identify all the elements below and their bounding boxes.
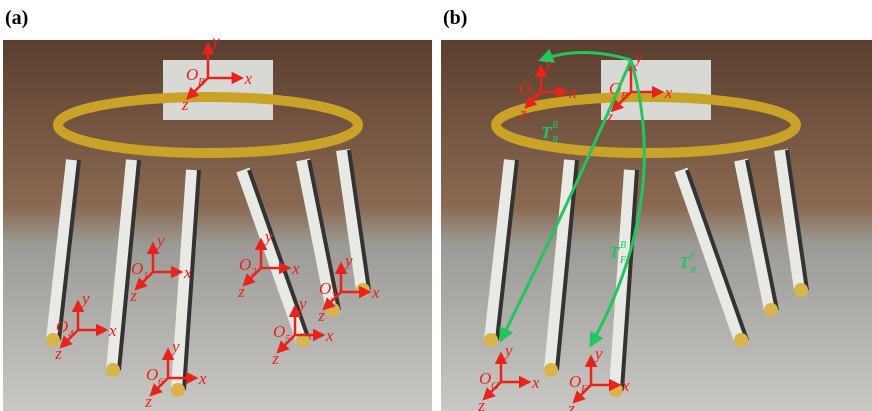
axis-label: y xyxy=(503,341,513,360)
transform-sub: R xyxy=(689,265,696,276)
origin-label: O xyxy=(239,255,251,274)
robot-box xyxy=(163,60,273,120)
robot-foot xyxy=(734,333,748,347)
axis-label: x xyxy=(244,69,253,88)
axis-label: x xyxy=(371,283,380,302)
transform-sub: F xyxy=(619,255,627,266)
axis-label: y xyxy=(593,344,603,363)
origin-label: O xyxy=(273,322,285,341)
origin-subscript: 6 xyxy=(158,376,164,388)
transform-sup: B xyxy=(620,240,626,251)
origin-label: O xyxy=(319,279,331,298)
robot-foot xyxy=(106,363,120,377)
robot-foot xyxy=(484,333,498,347)
origin-label: O xyxy=(56,317,68,336)
origin-subscript: 5 xyxy=(285,333,291,345)
transform-symbol: T xyxy=(679,253,690,272)
axis-label: z xyxy=(477,396,485,411)
origin-subscript: B xyxy=(198,76,205,88)
robot-foot xyxy=(794,283,808,297)
transform-sup: B xyxy=(552,120,558,131)
axis-label: y xyxy=(263,227,273,246)
origin-subscript: B xyxy=(621,90,628,102)
origin-label: O xyxy=(131,259,143,278)
axis-label: z xyxy=(144,392,152,411)
axis-label: z xyxy=(181,95,189,114)
origin-subscript: G xyxy=(491,380,499,392)
axis-label: x xyxy=(108,321,117,340)
axis-label: y xyxy=(633,48,643,67)
photo xyxy=(3,40,432,411)
axis-label: z xyxy=(519,104,527,123)
transform-symbol: T xyxy=(609,243,620,262)
panel-label: (a) xyxy=(5,7,28,29)
axis-label: x xyxy=(291,259,300,278)
transform-symbol: T xyxy=(541,123,552,142)
robot-foot xyxy=(356,283,370,297)
origin-label: O xyxy=(186,65,198,84)
axis-label: y xyxy=(210,31,220,50)
robot-foot xyxy=(544,363,558,377)
origin-subscript: 3 xyxy=(330,290,337,302)
transform-sup: F xyxy=(689,250,697,261)
axis-label: y xyxy=(155,231,165,250)
axis-label: x xyxy=(621,376,630,395)
axis-label: x xyxy=(568,83,577,102)
axis-label: z xyxy=(129,286,137,305)
axis-label: y xyxy=(297,294,307,313)
axis-label: x xyxy=(198,369,207,388)
axis-label: x xyxy=(531,373,540,392)
axis-label: x xyxy=(325,326,334,345)
origin-label: O xyxy=(569,372,581,391)
axis-label: x xyxy=(183,263,192,282)
origin-subscript: 1 xyxy=(143,270,149,282)
axis-label: y xyxy=(80,289,90,308)
axis-label: z xyxy=(567,399,575,411)
axis-label: y xyxy=(343,251,353,270)
origin-label: O xyxy=(146,365,158,384)
origin-subscript: F xyxy=(580,383,588,395)
origin-subscript: R xyxy=(530,90,538,102)
robot-foot xyxy=(764,303,778,317)
axis-label: z xyxy=(271,349,279,368)
panel-label: (b) xyxy=(443,7,467,29)
origin-label: O xyxy=(479,369,491,388)
transform-sub: R xyxy=(551,135,558,146)
robot-foot xyxy=(171,383,185,397)
axis-label: z xyxy=(54,344,62,363)
origin-label: O xyxy=(519,79,531,98)
origin-subscript: 2 xyxy=(251,266,257,278)
origin-subscript: 4 xyxy=(68,328,74,340)
axis-label: x xyxy=(664,83,673,102)
axis-label: z xyxy=(317,306,325,325)
figure: (a)xyzOBxyzO1xyzO2xyzO3xyzO4xyzO5xyzO6(b… xyxy=(0,0,872,411)
axis-label: z xyxy=(237,282,245,301)
axis-label: y xyxy=(170,337,180,356)
